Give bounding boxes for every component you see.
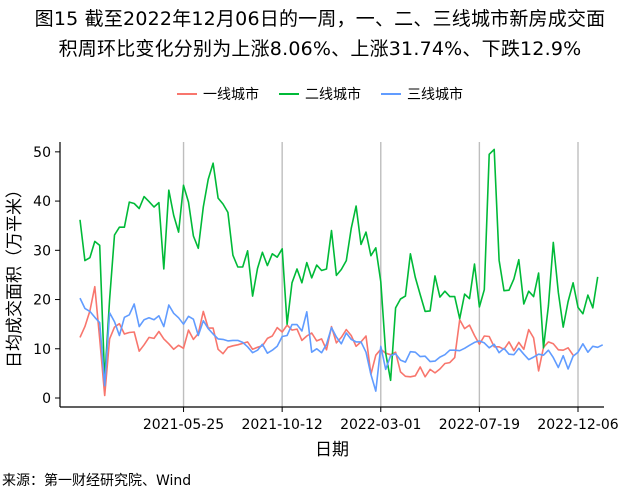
y-tick-label: 0 [42,391,51,407]
y-axis-title: 日均成交面积（万平米） [5,181,25,368]
x-tick-label: 2022-03-01 [340,417,421,433]
x-tick-label: 2022-07-19 [439,417,520,433]
legend-swatch-tier1 [177,93,197,95]
x-tick-label: 2022-12-06 [537,417,618,433]
series-line-tier3 [79,297,604,392]
x-tick-label: 2021-10-12 [241,417,322,433]
chart-title-line-2: 积周环比变化分别为上涨8.06%、上涨31.74%、下跌12.9% [58,38,582,60]
y-tick-label: 40 [33,194,51,210]
x-tick-label: 2021-05-25 [143,417,224,433]
chart-title-line-1: 图15 截至2022年12月06日的一周，一、二、三线城市新房成交面 [34,8,606,30]
legend-label-tier2: 二线城市 [305,87,361,103]
y-tick-label: 30 [33,243,51,259]
legend-item-tier2: 二线城市 [279,84,361,104]
legend-item-tier1: 一线城市 [177,84,259,104]
y-tick-label: 50 [33,145,51,161]
y-tick-label: 10 [33,342,51,358]
source-note: 来源：第一财经研究院、Wind [2,473,192,489]
legend-swatch-tier2 [279,93,299,95]
legend-label-tier1: 一线城市 [203,87,259,103]
legend-label-tier3: 三线城市 [407,87,463,103]
legend-item-tier3: 三线城市 [381,84,463,104]
series-line-tier2 [79,148,599,382]
legend-swatch-tier3 [381,93,401,95]
x-axis-title: 日期 [315,440,349,460]
series-line-tier1 [79,285,574,397]
y-tick-label: 20 [33,293,51,309]
chart-legend: 一线城市 二线城市 三线城市 [0,84,640,104]
